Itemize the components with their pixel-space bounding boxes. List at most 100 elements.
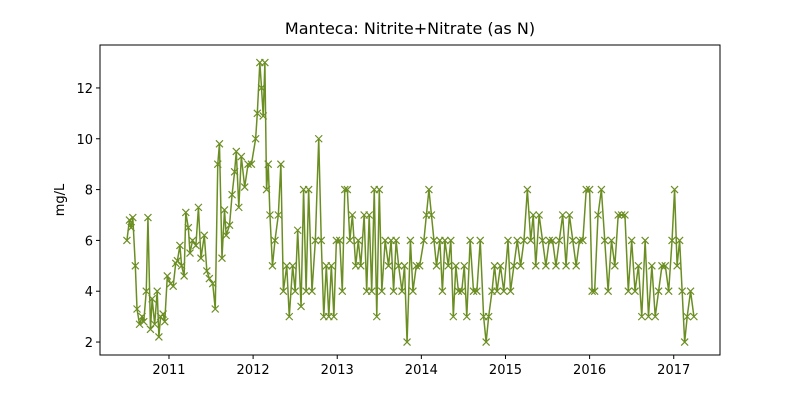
data-marker bbox=[133, 305, 141, 313]
data-marker bbox=[173, 256, 182, 265]
data-marker bbox=[335, 236, 344, 245]
data-marker bbox=[661, 261, 670, 270]
x-tick-label: 2015 bbox=[489, 363, 522, 378]
data-marker bbox=[271, 236, 279, 245]
data-marker bbox=[457, 287, 466, 296]
data-marker bbox=[230, 167, 239, 176]
data-marker bbox=[651, 312, 660, 321]
data-marker bbox=[604, 287, 613, 296]
x-tick-label: 2012 bbox=[237, 363, 270, 378]
data-marker bbox=[493, 287, 501, 296]
data-marker bbox=[139, 317, 148, 326]
data-marker bbox=[594, 211, 602, 219]
data-marker bbox=[454, 287, 463, 296]
data-marker bbox=[526, 236, 535, 245]
data-marker bbox=[541, 261, 550, 270]
data-marker bbox=[538, 236, 547, 245]
data-marker bbox=[585, 185, 594, 194]
x-tick-label: 2017 bbox=[657, 363, 690, 378]
y-tick-label: 10 bbox=[76, 133, 93, 148]
data-marker bbox=[490, 261, 499, 270]
data-marker bbox=[308, 287, 316, 296]
data-marker bbox=[354, 236, 363, 245]
data-marker bbox=[159, 310, 168, 319]
data-marker bbox=[506, 287, 515, 296]
data-marker bbox=[614, 211, 623, 219]
data-marker bbox=[146, 325, 155, 334]
data-marker bbox=[565, 211, 574, 219]
data-marker bbox=[317, 236, 326, 245]
data-marker bbox=[462, 312, 471, 321]
data-marker bbox=[348, 211, 357, 219]
data-marker bbox=[499, 287, 508, 296]
data-marker bbox=[451, 261, 460, 270]
data-marker bbox=[509, 261, 518, 270]
data-marker bbox=[297, 302, 305, 311]
x-tick-label: 2013 bbox=[321, 363, 354, 378]
data-marker bbox=[240, 183, 249, 191]
data-marker bbox=[148, 294, 157, 303]
data-marker bbox=[343, 185, 352, 194]
data-marker bbox=[548, 236, 557, 245]
data-marker bbox=[345, 236, 354, 245]
data-marker bbox=[365, 211, 374, 219]
data-marker bbox=[266, 211, 274, 219]
data-marker bbox=[138, 312, 146, 321]
data-marker bbox=[572, 261, 581, 270]
data-marker bbox=[220, 205, 229, 214]
data-marker bbox=[142, 287, 151, 296]
data-marker bbox=[211, 305, 220, 313]
data-marker bbox=[476, 236, 485, 245]
y-tick-label: 12 bbox=[76, 82, 93, 97]
data-marker bbox=[200, 231, 209, 240]
data-marker bbox=[222, 231, 231, 240]
data-marker bbox=[177, 261, 186, 270]
data-marker bbox=[160, 317, 169, 326]
data-marker bbox=[367, 287, 376, 296]
data-marker bbox=[169, 282, 178, 291]
data-marker bbox=[392, 236, 401, 245]
data-marker bbox=[654, 287, 663, 296]
data-marker bbox=[274, 211, 283, 219]
data-marker bbox=[419, 236, 428, 245]
x-tick-label: 2011 bbox=[152, 363, 185, 378]
data-marker bbox=[523, 185, 532, 194]
data-marker bbox=[673, 261, 682, 270]
data-marker bbox=[338, 287, 347, 296]
data-marker bbox=[529, 211, 538, 219]
data-marker bbox=[375, 185, 384, 194]
data-marker bbox=[194, 203, 203, 212]
data-marker bbox=[425, 185, 433, 194]
data-marker bbox=[607, 236, 616, 245]
y-axis-label: mg/L bbox=[53, 183, 68, 216]
data-marker bbox=[513, 236, 522, 245]
data-marker bbox=[127, 223, 136, 232]
data-marker bbox=[314, 134, 323, 143]
data-marker bbox=[575, 236, 584, 245]
data-marker bbox=[658, 261, 666, 270]
data-marker bbox=[440, 236, 449, 245]
data-marker bbox=[264, 160, 273, 169]
data-marker bbox=[516, 261, 525, 270]
data-marker bbox=[135, 320, 144, 329]
data-marker bbox=[403, 338, 411, 346]
data-marker bbox=[627, 236, 636, 245]
data-marker bbox=[154, 333, 163, 341]
data-marker bbox=[484, 312, 493, 321]
x-tick-label: 2014 bbox=[405, 363, 438, 378]
data-marker bbox=[144, 213, 152, 222]
data-marker bbox=[181, 208, 190, 217]
data-marker bbox=[327, 261, 336, 270]
data-marker bbox=[446, 236, 455, 245]
data-marker bbox=[668, 236, 676, 245]
data-marker bbox=[670, 185, 679, 194]
data-marker bbox=[332, 236, 341, 245]
data-marker bbox=[122, 236, 131, 245]
data-marker bbox=[449, 312, 458, 321]
data-marker bbox=[218, 254, 226, 263]
data-marker bbox=[634, 261, 643, 270]
data-marker bbox=[394, 261, 403, 270]
data-marker bbox=[610, 261, 619, 270]
data-marker bbox=[260, 58, 269, 67]
data-marker bbox=[621, 211, 629, 219]
